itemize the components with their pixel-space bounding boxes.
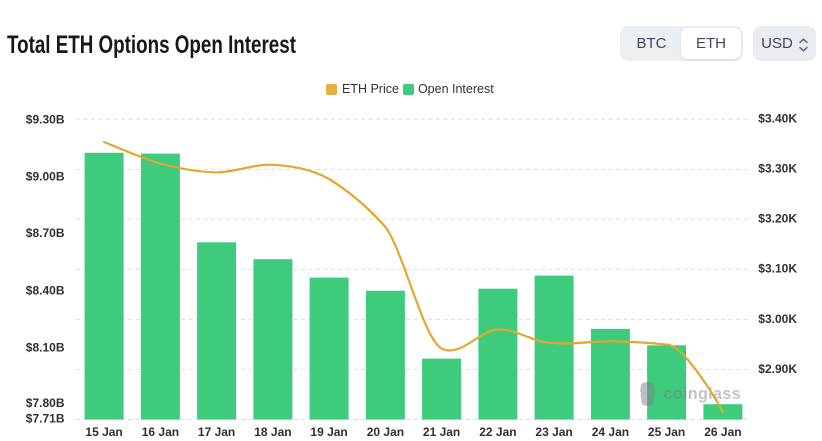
svg-text:$8.10B: $8.10B [26, 340, 65, 354]
svg-text:$9.00B: $9.00B [26, 169, 65, 183]
svg-text:$8.70B: $8.70B [26, 226, 65, 240]
svg-text:coinglass: coinglass [664, 385, 741, 403]
svg-text:$3.10K: $3.10K [758, 262, 797, 276]
svg-text:20 Jan: 20 Jan [367, 425, 404, 439]
svg-text:26 Jan: 26 Jan [704, 425, 741, 439]
svg-text:21 Jan: 21 Jan [423, 425, 460, 439]
svg-text:18 Jan: 18 Jan [254, 425, 291, 439]
svg-text:15 Jan: 15 Jan [85, 425, 122, 439]
svg-text:$3.30K: $3.30K [758, 162, 797, 176]
svg-text:$9.30B: $9.30B [26, 112, 65, 126]
svg-text:$3.40K: $3.40K [758, 112, 797, 126]
svg-text:$3.00K: $3.00K [758, 312, 797, 326]
svg-text:22 Jan: 22 Jan [479, 425, 516, 439]
svg-text:23 Jan: 23 Jan [535, 425, 572, 439]
svg-text:25 Jan: 25 Jan [648, 425, 685, 439]
svg-text:$3.20K: $3.20K [758, 212, 797, 226]
svg-text:17 Jan: 17 Jan [198, 425, 235, 439]
svg-text:$7.71B: $7.71B [26, 411, 65, 425]
svg-text:$7.80B: $7.80B [26, 396, 65, 410]
svg-text:$8.40B: $8.40B [26, 283, 65, 297]
svg-text:19 Jan: 19 Jan [310, 425, 347, 439]
svg-text:16 Jan: 16 Jan [142, 425, 179, 439]
svg-text:24 Jan: 24 Jan [592, 425, 629, 439]
svg-text:$2.90K: $2.90K [758, 362, 797, 376]
